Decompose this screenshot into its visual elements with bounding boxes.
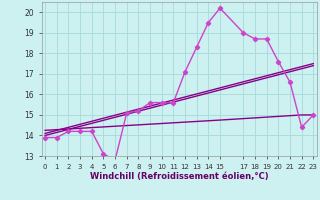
X-axis label: Windchill (Refroidissement éolien,°C): Windchill (Refroidissement éolien,°C) <box>90 172 268 181</box>
